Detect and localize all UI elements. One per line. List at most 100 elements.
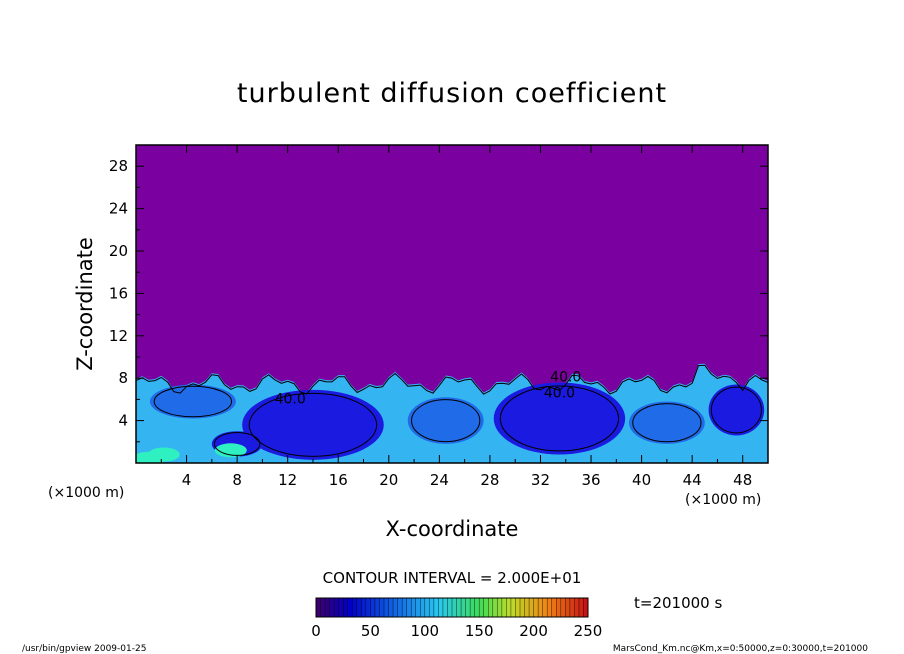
contour-line — [248, 392, 378, 457]
colorbar-cell — [356, 598, 362, 617]
colorbar-cell — [379, 598, 385, 617]
contour-labels: 40.040.040.0 — [275, 369, 582, 407]
colorbar-cell — [569, 598, 575, 617]
colorbar-tick-label: 150 — [465, 622, 494, 640]
y-tick-label: 12 — [109, 327, 128, 345]
colorbar-cell — [479, 598, 485, 617]
colorbar-cell — [520, 598, 526, 617]
x-tick-label: 24 — [430, 471, 449, 489]
eddy-region — [708, 384, 765, 436]
x-axis-unit: (×1000 m) — [48, 485, 124, 501]
colorbar-cell — [320, 598, 326, 617]
plot-frame — [135, 144, 769, 464]
colorbar-tick-label: 50 — [361, 622, 380, 640]
colorbar-cell — [488, 598, 494, 617]
contour-line — [411, 399, 481, 443]
contour-label: 40.0 — [550, 369, 581, 385]
contour-line — [153, 385, 233, 418]
colorbar-cell — [510, 598, 516, 617]
colorbar-cell — [424, 598, 430, 617]
colorbar-cell — [338, 598, 344, 617]
x-tick-label: 40 — [632, 471, 651, 489]
colorbar-ticks: 0 50 100 150 200 250 — [311, 622, 602, 640]
colorbar-cell — [474, 598, 480, 617]
peak-region — [214, 443, 247, 458]
colorbar-cell — [501, 598, 507, 617]
x-tick-label: 44 — [683, 471, 702, 489]
colorbar-cell — [325, 598, 331, 617]
colorbar — [315, 598, 589, 617]
x-tick-label: 48 — [733, 471, 752, 489]
colorbar-cell — [433, 598, 439, 617]
colorbar-cell — [402, 598, 408, 617]
y-tick-label: 24 — [109, 200, 128, 218]
x-axis-unit-right: (×1000 m) — [685, 492, 761, 508]
eddy-region — [407, 397, 484, 444]
x-tick-label: 20 — [379, 471, 398, 489]
colorbar-frame — [315, 597, 589, 618]
colorbar-tick-label: 250 — [574, 622, 603, 640]
chart-title: turbulent diffusion coefficient — [237, 78, 667, 109]
colorbar-cell — [352, 598, 358, 617]
colorbar-cell — [347, 598, 353, 617]
colorbar-cell — [393, 598, 399, 617]
contour-label: 40.0 — [544, 385, 575, 401]
footer-left: /usr/bin/gpview 2009-01-25 — [22, 644, 146, 654]
contour-label: 40.0 — [275, 392, 306, 408]
colorbar-cell — [578, 598, 584, 617]
colorbar-tick-label: 200 — [519, 622, 548, 640]
colorbar-cell — [406, 598, 412, 617]
x-tick-label: 16 — [329, 471, 348, 489]
colorbar-cell — [316, 598, 322, 617]
colorbar-cell — [429, 598, 435, 617]
colorbar-cell — [533, 598, 539, 617]
x-tick-label: 32 — [531, 471, 550, 489]
colorbar-cell — [574, 598, 580, 617]
contour-line — [710, 386, 762, 434]
plot-area — [136, 145, 768, 463]
colorbar-cell — [483, 598, 489, 617]
colorbar-cell — [388, 598, 394, 617]
eddy-region — [628, 401, 705, 444]
y-tick-label: 20 — [109, 242, 128, 260]
contour-line — [499, 385, 620, 452]
colorbar-cell — [343, 598, 349, 617]
x-tick-label: 28 — [480, 471, 499, 489]
colorbar-cell — [551, 598, 557, 617]
y-tick-label: 28 — [109, 157, 128, 175]
colorbar-cell — [465, 598, 471, 617]
contour-interval-text: CONTOUR INTERVAL = 2.000E+01 — [323, 569, 582, 587]
colorbar-cell — [560, 598, 566, 617]
colorbar-cell — [397, 598, 403, 617]
colorbar-cell — [384, 598, 390, 617]
eddy-region — [149, 384, 236, 419]
x-tick-label: 36 — [581, 471, 600, 489]
colorbar-cell — [492, 598, 498, 617]
y-tick-label: 8 — [118, 369, 128, 387]
colorbar-tick-label: 0 — [311, 622, 321, 640]
time-label: t=201000 s — [634, 594, 722, 612]
y-tick-label: 16 — [109, 284, 128, 302]
footer-right: MarsCond_Km.nc@Km,x=0:50000,z=0:30000,t=… — [613, 644, 868, 654]
colorbar-cell — [329, 598, 335, 617]
eddy-region — [242, 389, 384, 460]
colorbar-cell — [442, 598, 448, 617]
x-tick-label: 4 — [182, 471, 192, 489]
colorbar-cell — [456, 598, 462, 617]
colorbar-tick-label: 100 — [410, 622, 439, 640]
colorbar-cell — [420, 598, 426, 617]
colorbar-cell — [334, 598, 340, 617]
colorbar-cell — [565, 598, 571, 617]
colorbar-cell — [547, 598, 553, 617]
colorbar-cell — [447, 598, 453, 617]
x-axis: 4 8 12 16 20 24 28 32 36 40 44 48 — [160, 145, 752, 489]
colorbar-cell — [556, 598, 562, 617]
colorbar-cell — [524, 598, 530, 617]
contour-line — [632, 403, 702, 443]
y-axis-label: Z-coordinate — [73, 237, 97, 371]
colorbar-cell — [411, 598, 417, 617]
colorbar-cell — [452, 598, 458, 617]
colorbar-cell — [583, 598, 589, 617]
colorbar-cell — [370, 598, 376, 617]
